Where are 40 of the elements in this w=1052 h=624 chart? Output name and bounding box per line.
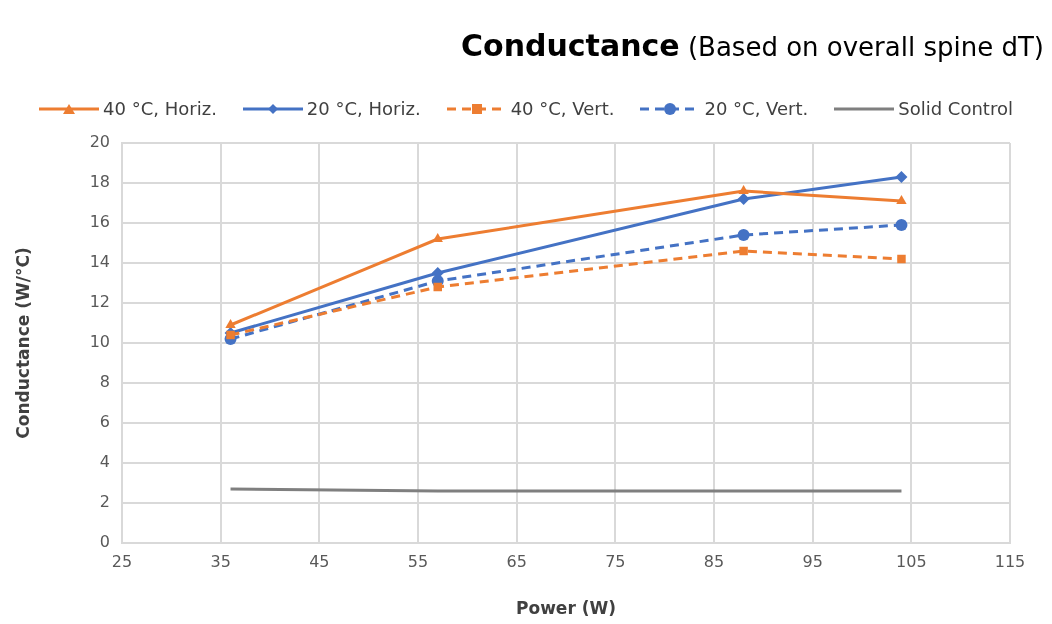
y-tick-label: 12 [89,292,110,312]
point [737,193,750,205]
legend-label: 40 °C, Horiz. [103,98,217,119]
x-tick-label: 115 [994,551,1026,571]
legend-label: 20 °C, Vert. [704,98,809,119]
point [896,195,907,204]
x-tick-label: 45 [309,551,330,571]
x-tick-label: 95 [802,551,823,571]
legend-label: 40 °C, Vert. [510,98,615,119]
x-tick-label: 65 [506,551,527,571]
point [897,254,906,264]
y-tick-label: 6 [99,412,110,432]
y-tick-label: 18 [89,172,110,192]
point [739,246,748,256]
x-axis-title: Power (W) [516,598,616,619]
y-tick-label: 2 [99,492,110,512]
y-tick-label: 10 [89,332,110,352]
y-axis-title: Conductance (W/°C) [12,247,33,439]
legend-label: 20 °C, Horiz. [306,98,421,119]
point [895,171,908,183]
x-tick-label: 85 [703,551,725,571]
y-tick-label: 20 [89,132,110,152]
x-tick-label: 75 [605,551,626,571]
y-tick-label: 0 [99,532,110,552]
x-tick-label: 55 [407,551,429,571]
x-tick-label: 35 [210,551,231,571]
y-tick-label: 8 [99,372,110,392]
y-tick-label: 16 [89,212,110,232]
x-tick-label: 25 [111,551,133,571]
point [225,319,236,328]
x-tick-label: 105 [896,551,927,571]
point [738,185,749,194]
chart-title: Conductance [461,28,680,63]
point [895,219,908,231]
point [433,282,442,292]
legend-label: Solid Control [898,98,1013,119]
point [737,229,750,241]
y-tick-label: 4 [99,452,110,472]
y-tick-label: 14 [89,252,110,272]
chart-subtitle: (Based on overall spine dT) [686,32,1044,62]
